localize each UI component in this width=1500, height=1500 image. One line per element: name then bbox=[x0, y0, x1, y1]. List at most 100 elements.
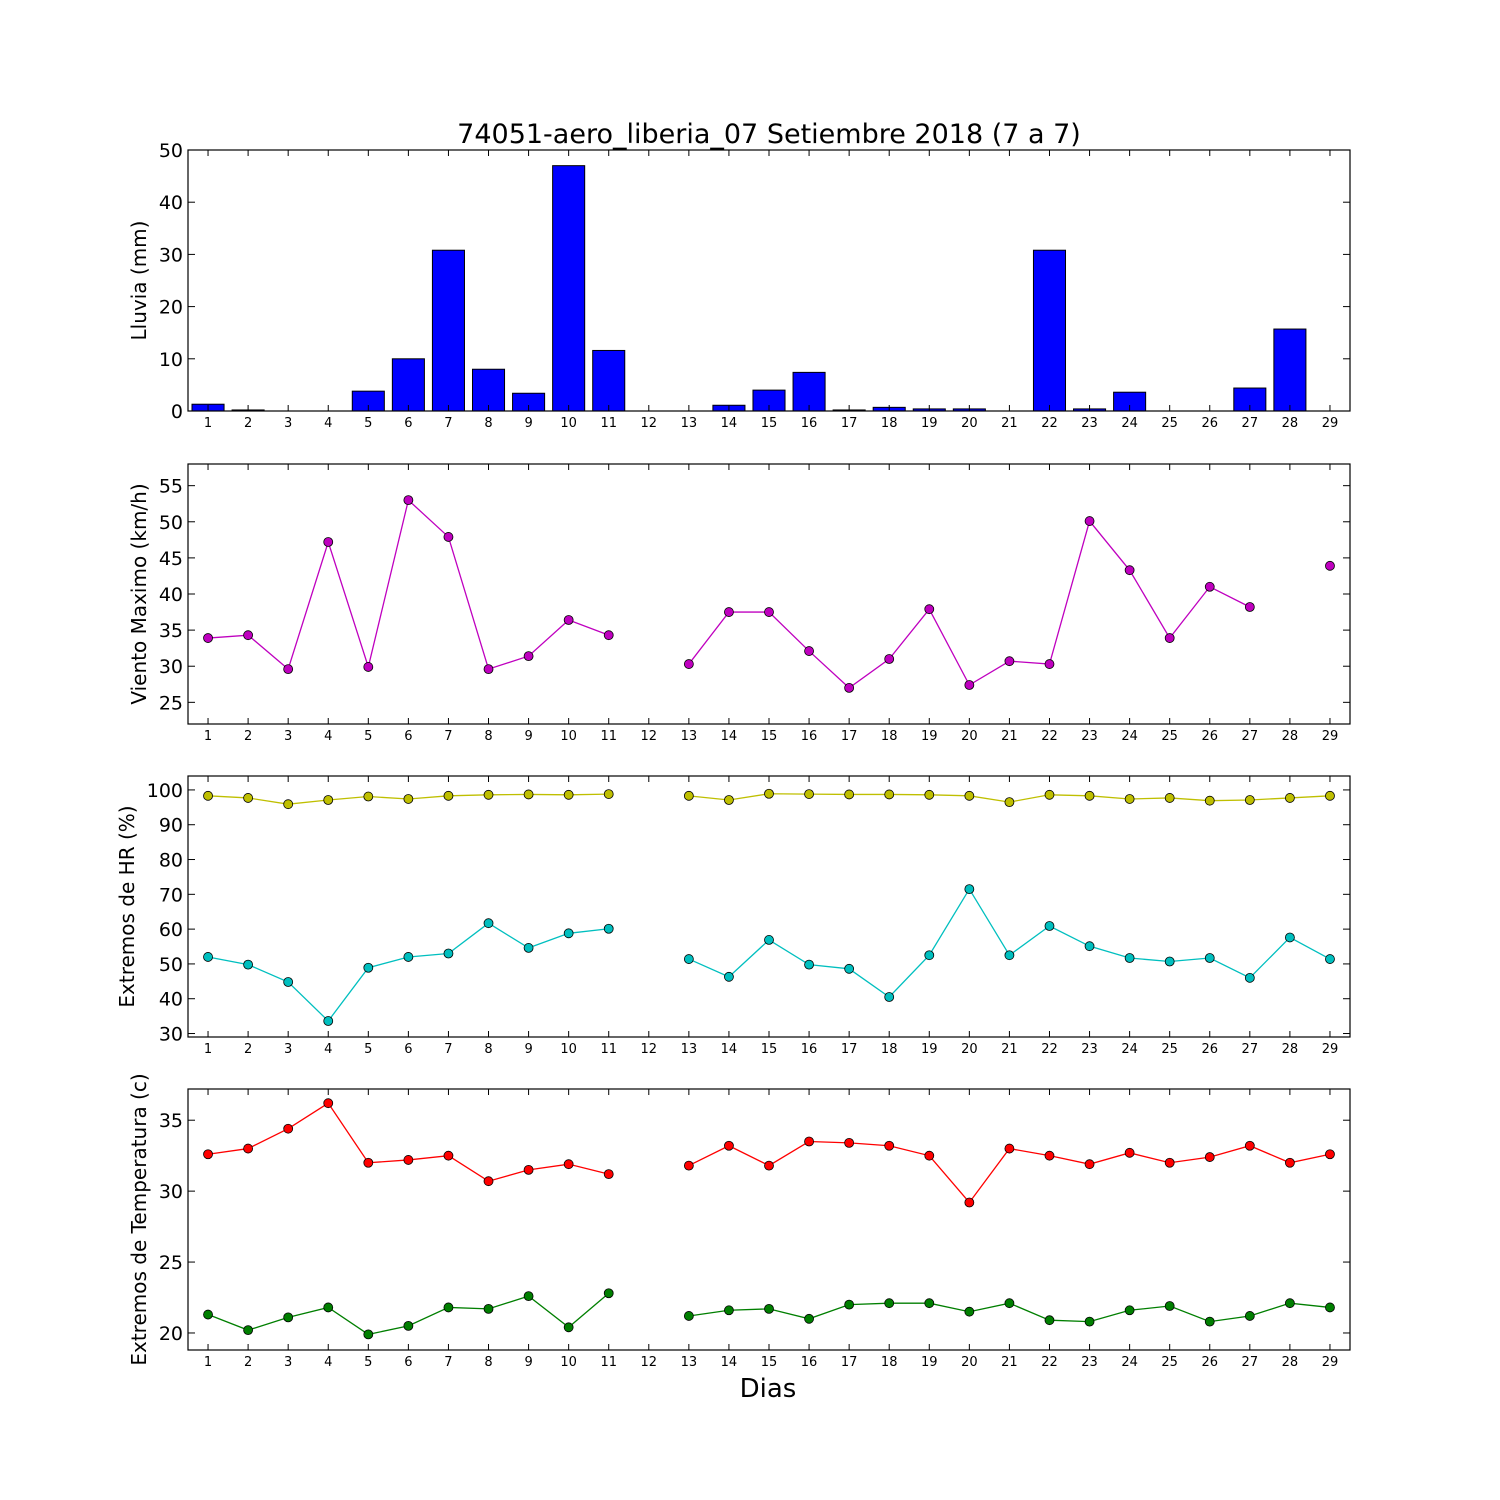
x-tick-label: 4 bbox=[324, 1042, 332, 1057]
point-day-4 bbox=[323, 1302, 334, 1313]
x-tick-label: 26 bbox=[1201, 1042, 1218, 1057]
point-day-17 bbox=[844, 1299, 855, 1310]
point-day-28 bbox=[1284, 1298, 1295, 1309]
x-tick-label: 8 bbox=[484, 416, 492, 431]
point-day-13 bbox=[683, 954, 694, 964]
point-day-4 bbox=[323, 1016, 334, 1026]
y-tick-label: 20 bbox=[159, 297, 183, 319]
point-day-2 bbox=[243, 630, 254, 641]
x-tick-label: 22 bbox=[1041, 416, 1058, 431]
x-tick-label: 18 bbox=[881, 729, 898, 744]
x-tick-label: 13 bbox=[681, 416, 698, 431]
x-tick-label: 13 bbox=[681, 729, 698, 744]
x-tick-label: 3 bbox=[284, 1355, 292, 1370]
x-tick-label: 22 bbox=[1041, 1355, 1058, 1370]
x-tick-label: 7 bbox=[444, 1355, 452, 1370]
x-tick-label: 2 bbox=[244, 1355, 252, 1370]
axes-frame bbox=[187, 775, 1351, 1038]
point-day-9 bbox=[523, 789, 534, 800]
x-tick-label: 18 bbox=[881, 1355, 898, 1370]
point-day-17 bbox=[844, 682, 855, 693]
point-day-19 bbox=[924, 1298, 935, 1309]
point-day-29 bbox=[1325, 790, 1335, 801]
y-tick-label: 35 bbox=[159, 620, 183, 642]
x-tick-label: 21 bbox=[1001, 729, 1018, 744]
bar-day-28 bbox=[1273, 328, 1307, 412]
point-day-8 bbox=[483, 918, 494, 929]
point-day-8 bbox=[483, 664, 494, 675]
point-day-17 bbox=[844, 963, 855, 974]
point-day-23 bbox=[1084, 1316, 1095, 1327]
y-tick-label: 10 bbox=[159, 349, 183, 371]
x-tick-label: 18 bbox=[881, 416, 898, 431]
point-day-16 bbox=[804, 1136, 814, 1147]
y-axis-label: Extremos de Temperatura (c) bbox=[127, 1073, 151, 1365]
bar-day-22 bbox=[1032, 249, 1067, 412]
x-tick-label: 15 bbox=[761, 1042, 778, 1057]
point-day-10 bbox=[563, 928, 574, 939]
point-day-18 bbox=[884, 654, 895, 664]
x-tick-label: 21 bbox=[1001, 1042, 1018, 1057]
point-day-11 bbox=[603, 923, 614, 934]
point-day-11 bbox=[603, 789, 614, 799]
subplot-3: 1 2 3 4 5 6 7 8 9 10 11 12 13 14 15 16 17 18 19 20 21 22 23 24 2… bbox=[115, 775, 1351, 1057]
x-tick-label: 8 bbox=[484, 1355, 492, 1370]
y-tick-label: 60 bbox=[159, 919, 183, 941]
x-tick-label: 19 bbox=[921, 416, 938, 431]
x-tick-label: 17 bbox=[841, 1355, 858, 1370]
y-tick-label: 55 bbox=[159, 476, 183, 498]
series-2 bbox=[203, 1288, 1335, 1340]
x-tick-label: 10 bbox=[560, 1355, 577, 1370]
point-day-2 bbox=[243, 1325, 254, 1336]
x-tick-label: 2 bbox=[244, 1042, 252, 1057]
x-tick-label: 7 bbox=[444, 416, 452, 431]
series-line bbox=[207, 1102, 609, 1182]
x-tick-label: 21 bbox=[1001, 416, 1018, 431]
point-day-2 bbox=[243, 793, 254, 803]
x-tick-label: 8 bbox=[484, 1042, 492, 1057]
point-day-4 bbox=[323, 537, 334, 547]
point-day-23 bbox=[1084, 1159, 1095, 1170]
point-day-15 bbox=[764, 1303, 774, 1314]
point-day-26 bbox=[1204, 795, 1215, 806]
x-tick-label: 16 bbox=[801, 729, 818, 744]
x-tick-label: 6 bbox=[404, 1355, 412, 1370]
point-day-6 bbox=[403, 1155, 414, 1165]
y-tick-label: 50 bbox=[159, 512, 183, 534]
point-day-24 bbox=[1124, 794, 1135, 804]
x-tick-label: 4 bbox=[324, 729, 332, 744]
point-day-20 bbox=[964, 1306, 975, 1317]
y-tick-label: 40 bbox=[159, 192, 183, 214]
point-day-1 bbox=[203, 790, 213, 801]
point-day-25 bbox=[1164, 633, 1175, 643]
y-tick-label: 20 bbox=[159, 1323, 183, 1345]
point-day-8 bbox=[483, 789, 494, 800]
y-tick-label: 45 bbox=[159, 548, 183, 570]
x-tick-label: 12 bbox=[641, 1042, 658, 1057]
point-day-18 bbox=[884, 1298, 895, 1309]
y-tick-label: 90 bbox=[159, 815, 183, 837]
point-day-26 bbox=[1204, 581, 1215, 592]
point-day-29 bbox=[1325, 954, 1335, 964]
x-tick-label: 7 bbox=[444, 1042, 452, 1057]
x-tick-label: 12 bbox=[641, 416, 658, 431]
point-day-16 bbox=[804, 789, 814, 799]
point-day-10 bbox=[563, 1322, 574, 1333]
point-day-19 bbox=[924, 1150, 935, 1161]
point-day-23 bbox=[1084, 516, 1095, 526]
x-tick-label: 6 bbox=[404, 1042, 412, 1057]
x-tick-label: 19 bbox=[921, 1355, 938, 1370]
point-day-24 bbox=[1124, 953, 1135, 963]
subplot-2: 1 2 3 4 5 6 7 8 9 10 11 12 13 14 15 16 17 18 19 20 21 22 23 24 2… bbox=[127, 463, 1351, 744]
point-day-14 bbox=[724, 1305, 734, 1316]
x-tick-label: 5 bbox=[364, 416, 372, 431]
x-tick-label: 9 bbox=[524, 1355, 532, 1370]
point-day-6 bbox=[403, 1320, 414, 1331]
point-day-24 bbox=[1124, 1305, 1135, 1316]
point-day-2 bbox=[243, 1143, 254, 1154]
point-day-9 bbox=[523, 651, 534, 662]
point-day-1 bbox=[203, 952, 213, 962]
x-tick-label: 20 bbox=[961, 1355, 978, 1370]
point-day-14 bbox=[724, 795, 734, 805]
x-tick-label: 28 bbox=[1282, 729, 1299, 744]
